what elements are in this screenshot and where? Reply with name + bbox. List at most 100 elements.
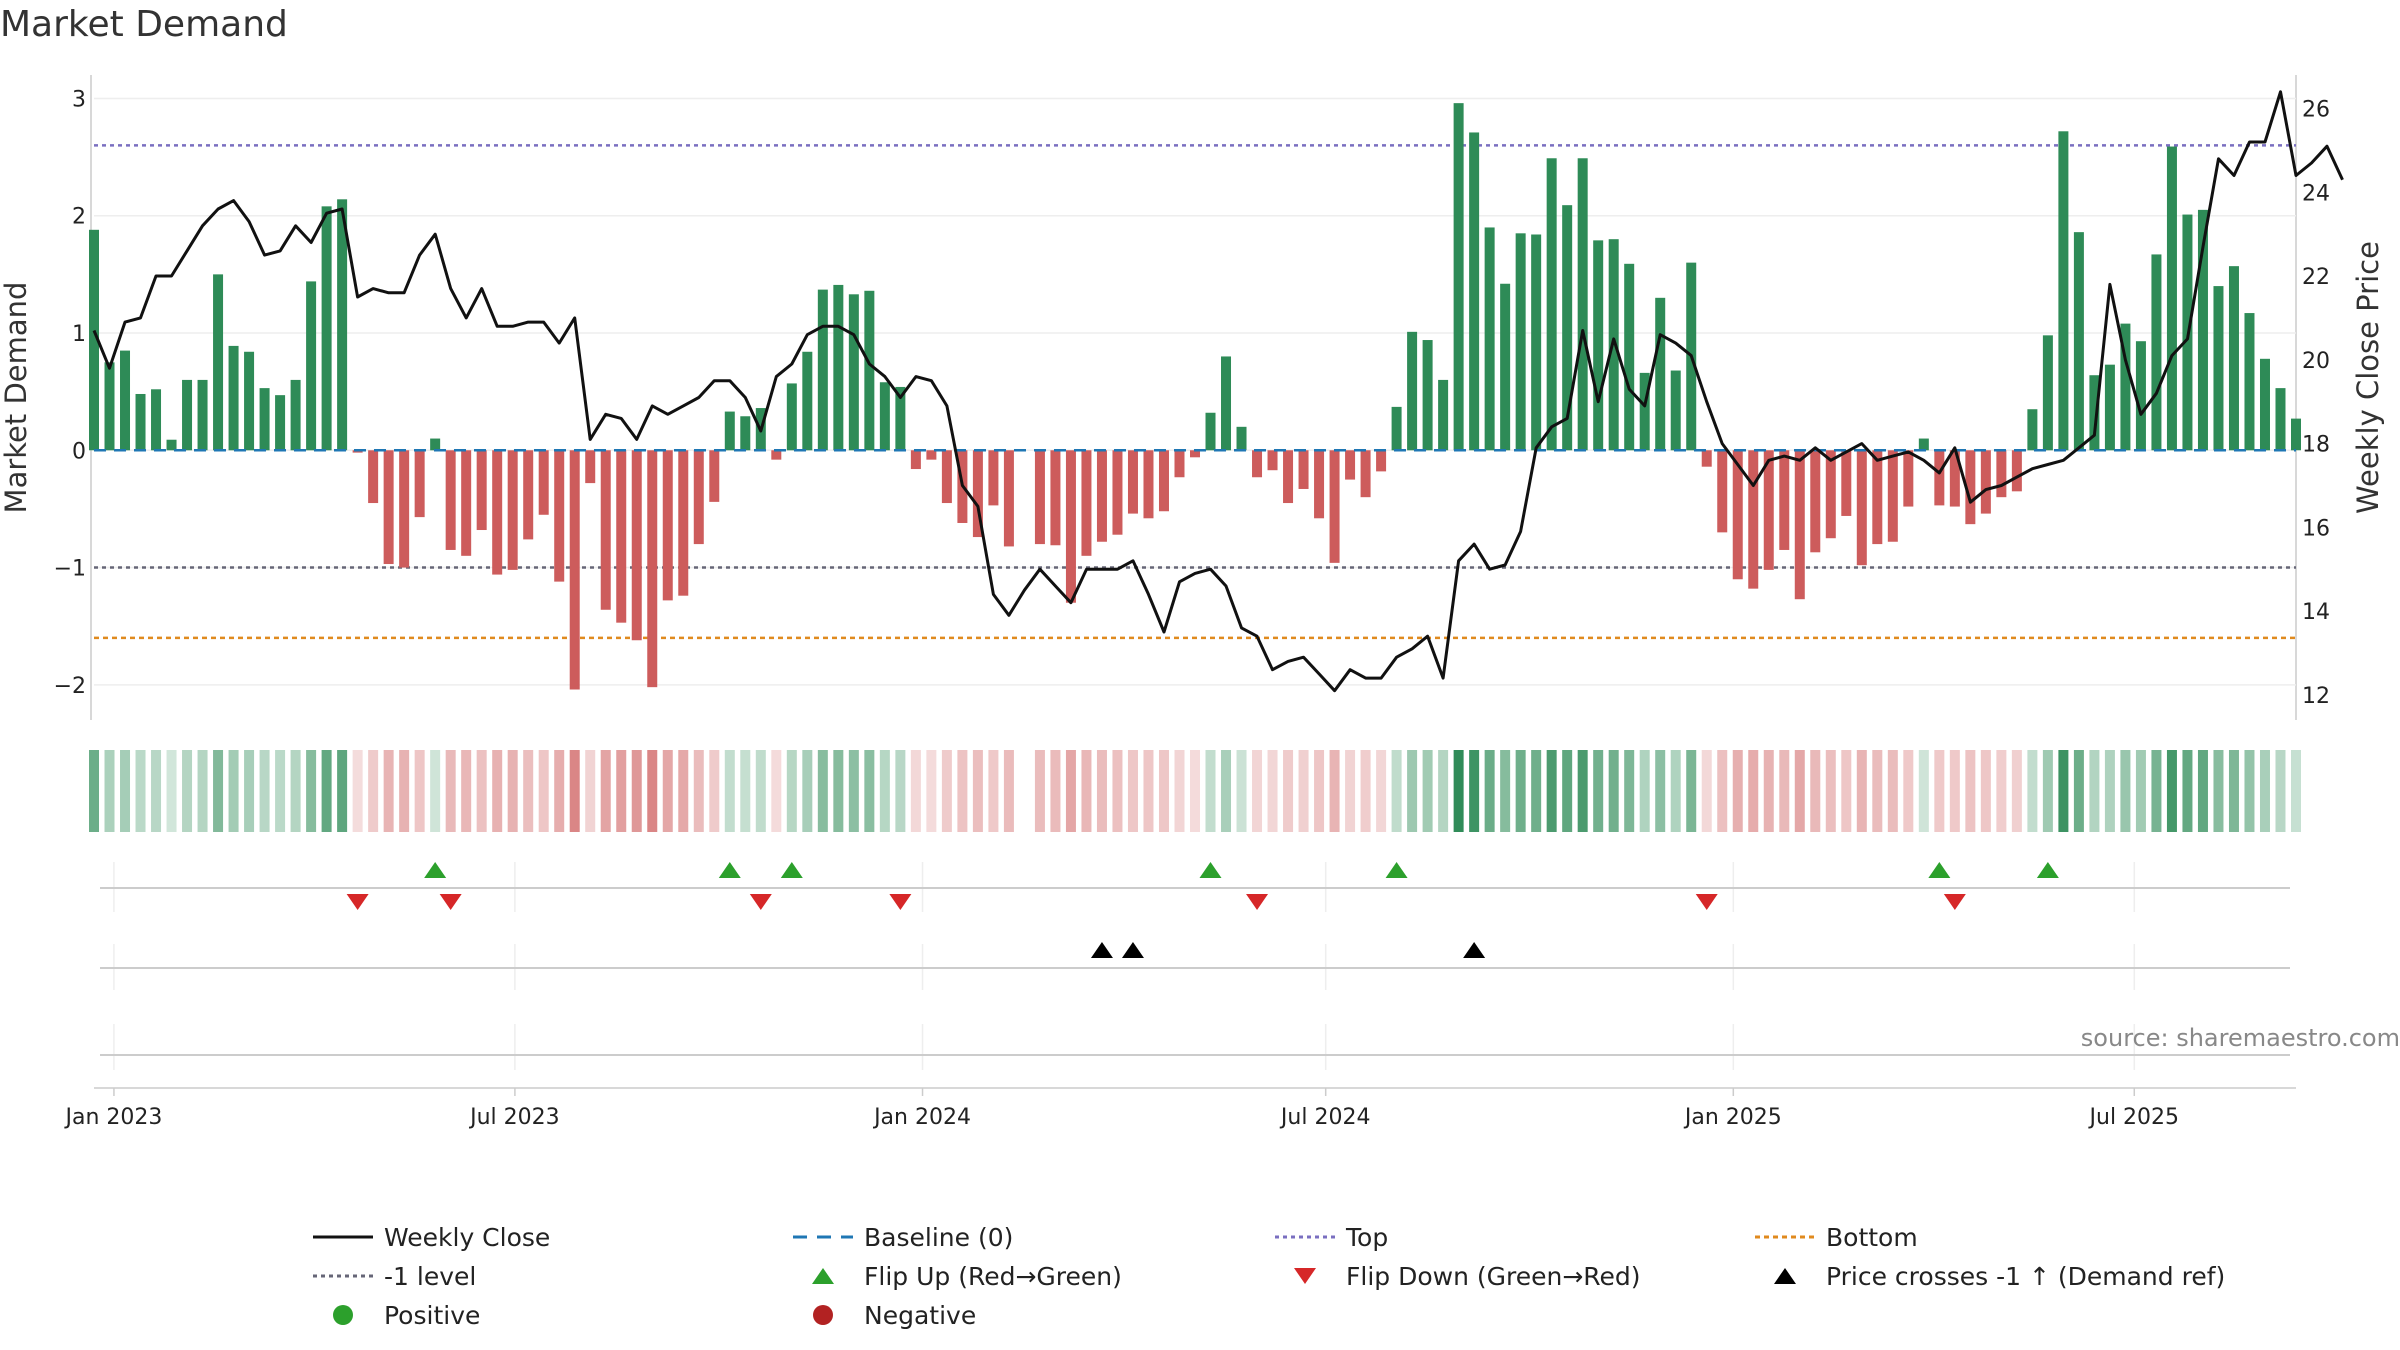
heat-strip-cell xyxy=(1655,750,1666,832)
heat-strip-cell xyxy=(662,750,673,832)
chart-title: Market Demand xyxy=(0,4,288,45)
heat-strip-cell xyxy=(1050,750,1061,832)
positive-demand-bar xyxy=(2027,409,2038,451)
heat-strip-cell xyxy=(2120,750,2131,832)
positive-demand-bar xyxy=(2275,388,2286,451)
legend-label: Baseline (0) xyxy=(864,1223,1013,1252)
heat-strip-cell xyxy=(1593,750,1604,832)
positive-demand-bar xyxy=(197,379,208,451)
positive-demand-bar xyxy=(2058,131,2069,451)
positive-demand-bar xyxy=(1407,331,1418,451)
negative-demand-bar xyxy=(600,450,611,610)
flip-down-marker xyxy=(1246,894,1269,910)
negative-demand-bar xyxy=(1810,450,1821,553)
negative-demand-bar xyxy=(941,450,952,504)
heat-strip-cell xyxy=(1810,750,1821,832)
positive-demand-bar xyxy=(1593,240,1604,451)
heat-strip-cell xyxy=(2182,750,2193,832)
heat-strip-cell xyxy=(2151,750,2162,832)
positive-demand-bar xyxy=(135,393,146,451)
y2-tick-label: 22 xyxy=(2302,265,2330,290)
heat-strip-cell xyxy=(1329,750,1340,832)
positive-demand-bar xyxy=(833,284,844,451)
heat-strip-cell xyxy=(445,750,456,832)
heat-strip-cell xyxy=(1949,750,1960,832)
y2-tick-label: 16 xyxy=(2302,516,2330,541)
flip-down-marker xyxy=(889,894,912,910)
positive-demand-bar xyxy=(2151,254,2162,451)
positive-demand-bar xyxy=(2089,375,2100,451)
negative-demand-bar xyxy=(1856,450,1867,566)
y-tick-label: −2 xyxy=(54,674,86,699)
negative-demand-bar xyxy=(662,450,673,601)
positive-demand-bar xyxy=(120,350,131,451)
legend-label: Flip Down (Green→Red) xyxy=(1346,1262,1641,1291)
heat-strip-cell xyxy=(1127,750,1138,832)
heat-strip-cell xyxy=(1608,750,1619,832)
heat-strip-cell xyxy=(352,750,363,832)
negative-demand-bar xyxy=(1081,450,1092,556)
y2-axis-label: Weekly Close Price xyxy=(2351,241,2385,514)
negative-demand-bar xyxy=(1112,450,1123,535)
flip-up-marker xyxy=(1928,862,1951,878)
negative-demand-bar xyxy=(1174,450,1185,478)
heat-strip-cell xyxy=(1391,750,1402,832)
heat-strip-cell xyxy=(2011,750,2022,832)
heat-strip-cell xyxy=(2089,750,2100,832)
heat-strip-cell xyxy=(1701,750,1712,832)
positive-demand-bar xyxy=(306,281,317,451)
heat-strip-cell xyxy=(2291,750,2301,832)
x-tick-label: Jul 2024 xyxy=(1279,1105,1371,1130)
heat-strip-cell xyxy=(1158,750,1169,832)
heat-strip-cell xyxy=(476,750,487,832)
heat-strip-cell xyxy=(647,750,658,832)
negative-demand-bar xyxy=(1158,450,1169,512)
y2-tick-label: 26 xyxy=(2302,98,2330,123)
x-tick-label: Jan 2025 xyxy=(1683,1105,1782,1130)
legend-swatch-flip-up xyxy=(812,1268,834,1284)
negative-demand-bar xyxy=(1717,450,1728,533)
heat-strip-cell xyxy=(2073,750,2084,832)
price-cross-marker xyxy=(1463,942,1486,958)
negative-demand-bar xyxy=(1949,450,1960,507)
heat-strip-cell xyxy=(182,750,193,832)
heat-strip-cell xyxy=(89,750,99,832)
heat-strip-cell xyxy=(228,750,239,832)
negative-demand-bar xyxy=(461,450,472,556)
heat-strip-cell xyxy=(554,750,565,832)
positive-demand-bar xyxy=(104,362,115,451)
positive-demand-bar xyxy=(2042,335,2053,451)
negative-demand-bar xyxy=(1701,450,1712,467)
positive-demand-bar xyxy=(895,386,906,451)
heat-strip-cell xyxy=(1670,750,1681,832)
positive-demand-bar xyxy=(1422,340,1433,451)
heat-strip-cell xyxy=(1996,750,2007,832)
heat-strip-cell xyxy=(1205,750,1216,832)
price-cross-marker xyxy=(1090,942,1113,958)
negative-demand-bar xyxy=(1779,450,1790,550)
y2-tick-label: 18 xyxy=(2302,433,2330,458)
flip-down-marker xyxy=(346,894,369,910)
heat-strip-cell xyxy=(1903,750,1914,832)
positive-demand-bar xyxy=(337,199,348,451)
negative-demand-bar xyxy=(1345,450,1356,480)
y-tick-label: 1 xyxy=(72,322,86,347)
heat-strip-cell xyxy=(104,750,115,832)
heat-strip-cell xyxy=(1314,750,1325,832)
positive-demand-bar xyxy=(2073,232,2084,451)
heat-strip-cell xyxy=(2104,750,2115,832)
legend-label: Bottom xyxy=(1826,1223,1918,1252)
y-tick-label: 2 xyxy=(72,205,86,230)
negative-demand-bar xyxy=(709,450,720,502)
heat-strip-cell xyxy=(135,750,146,832)
negative-demand-bar xyxy=(399,450,410,568)
heat-strip-cell xyxy=(631,750,642,832)
negative-demand-bar xyxy=(476,450,487,531)
positive-demand-bar xyxy=(321,206,332,451)
positive-demand-bar xyxy=(817,289,828,451)
heat-strip-cell xyxy=(321,750,332,832)
positive-demand-bar xyxy=(1438,379,1449,451)
legend-label: Negative xyxy=(864,1301,976,1330)
heat-strip-cell xyxy=(1500,750,1511,832)
x-tick-label: Jan 2023 xyxy=(63,1105,162,1130)
